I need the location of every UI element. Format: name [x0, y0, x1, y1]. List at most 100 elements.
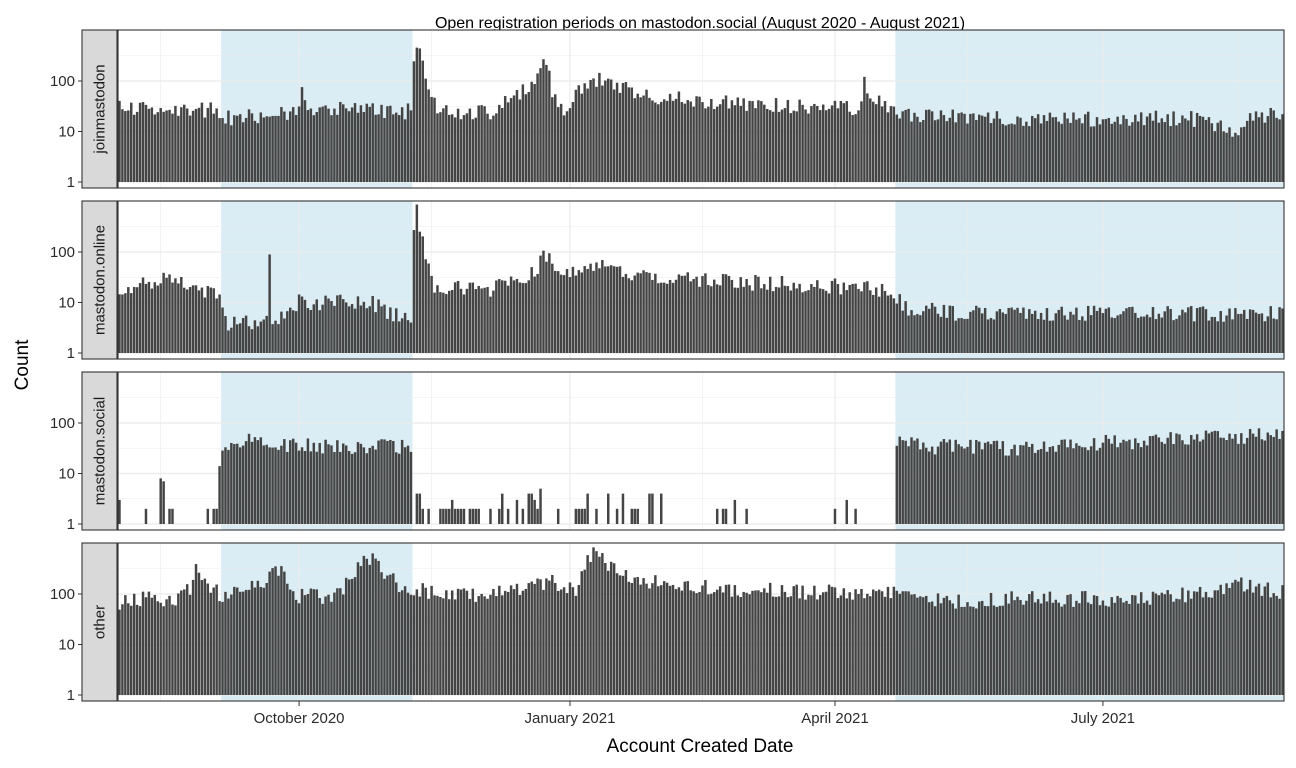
bar	[618, 266, 622, 353]
bar	[1157, 122, 1161, 182]
bar	[212, 587, 215, 695]
bar	[1175, 433, 1178, 524]
bar	[536, 273, 539, 353]
bar	[1104, 119, 1108, 182]
bar	[377, 440, 380, 524]
bar	[409, 594, 413, 695]
bar	[259, 586, 263, 695]
bar	[230, 594, 233, 695]
bar	[1078, 319, 1081, 353]
bar	[442, 108, 445, 182]
bar	[830, 586, 834, 695]
bar	[801, 292, 804, 353]
bar	[380, 439, 383, 524]
bar	[907, 108, 910, 182]
bar	[536, 578, 539, 695]
bar	[857, 593, 860, 695]
bar	[1122, 439, 1125, 524]
bar	[925, 109, 928, 182]
bar	[165, 277, 168, 353]
bar	[262, 445, 265, 524]
bar	[506, 102, 510, 182]
bar	[289, 440, 292, 524]
bar	[188, 594, 192, 695]
bar	[501, 107, 504, 182]
bar	[1178, 315, 1181, 353]
bar	[303, 299, 307, 353]
bar	[471, 588, 475, 695]
y-axis-label: Count	[12, 339, 33, 390]
bar	[406, 320, 410, 353]
bar	[256, 580, 260, 695]
facet-strip	[81, 200, 118, 360]
bar	[1234, 308, 1237, 353]
bar	[651, 279, 654, 353]
facet-strip	[81, 371, 118, 531]
bar	[648, 272, 651, 353]
y-tick-label: 100	[50, 415, 75, 432]
bar	[1154, 110, 1158, 182]
bar	[1175, 598, 1178, 695]
bar	[598, 72, 601, 182]
bar	[289, 111, 292, 182]
bar	[468, 282, 472, 353]
bar	[392, 441, 395, 524]
bar	[291, 310, 295, 353]
bar	[1072, 448, 1075, 524]
bar	[156, 285, 159, 353]
bar	[439, 292, 442, 353]
bar	[910, 310, 913, 353]
bar	[383, 439, 386, 524]
bar	[130, 605, 133, 695]
bar	[524, 283, 528, 353]
bar	[792, 110, 795, 182]
bar	[1240, 127, 1243, 182]
bar	[651, 100, 654, 182]
bar	[966, 602, 969, 695]
x-tick-label: October 2020	[254, 710, 345, 727]
bar	[551, 263, 554, 353]
bar	[869, 290, 872, 353]
bar	[1272, 593, 1275, 695]
bar	[1054, 117, 1058, 182]
bar	[751, 590, 754, 695]
bar	[1101, 442, 1105, 524]
bar	[713, 592, 716, 695]
bar	[309, 451, 313, 524]
bar	[983, 308, 987, 353]
bar	[1248, 309, 1252, 353]
bar	[353, 452, 357, 524]
bar	[551, 97, 554, 182]
bar	[1266, 432, 1270, 524]
bar	[1028, 309, 1031, 353]
bar	[185, 289, 189, 353]
bar	[824, 290, 828, 353]
bar	[1066, 118, 1069, 182]
bar	[589, 562, 592, 695]
bar	[1243, 126, 1246, 182]
bar	[951, 306, 954, 353]
bar	[736, 287, 740, 353]
bar	[321, 106, 324, 182]
bar	[1075, 600, 1078, 695]
facet-strip-label: other	[92, 605, 109, 639]
bar	[1254, 111, 1258, 182]
bar	[577, 85, 581, 182]
bar	[1086, 111, 1090, 182]
bar	[277, 449, 280, 524]
bar	[118, 294, 121, 353]
bar	[592, 78, 595, 182]
bar	[633, 577, 636, 695]
bar	[486, 287, 489, 353]
bar	[512, 589, 516, 695]
bar	[300, 588, 304, 695]
bar	[1086, 450, 1090, 524]
bar	[842, 103, 846, 182]
bar	[948, 117, 952, 182]
bar	[241, 445, 245, 524]
bar	[344, 577, 348, 695]
bar	[1081, 591, 1084, 695]
bar	[509, 585, 513, 695]
bar	[132, 114, 136, 182]
bar	[456, 508, 460, 524]
